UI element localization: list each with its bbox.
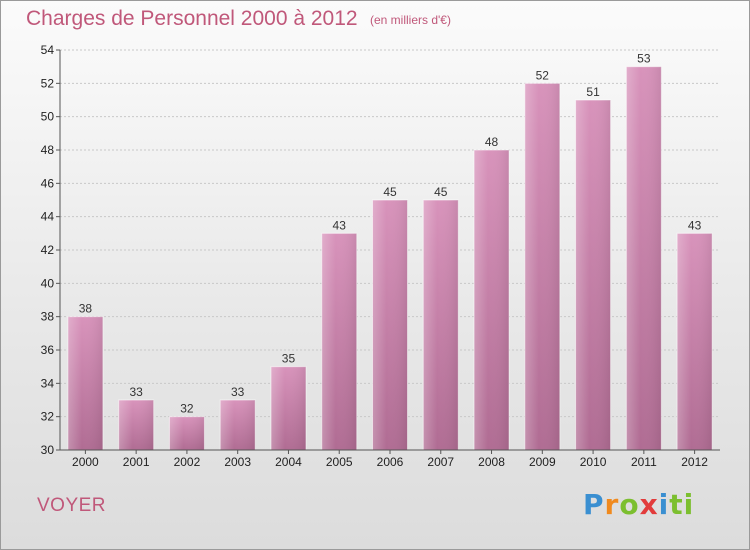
x-tick-label: 2004 <box>275 455 302 469</box>
data-label: 48 <box>485 135 499 149</box>
logo-letter: t <box>669 488 684 521</box>
logo-letter: o <box>619 488 640 521</box>
logo-letter: i <box>658 488 670 521</box>
bar-shade <box>626 66 662 451</box>
y-tick-label: 48 <box>41 143 55 157</box>
bar-shade <box>524 83 560 450</box>
bar-shade <box>118 400 154 450</box>
bar-shade <box>677 233 713 450</box>
logo-letter: r <box>604 488 620 521</box>
bar-shade <box>270 366 306 450</box>
data-label: 51 <box>586 85 600 99</box>
y-tick-label: 38 <box>41 310 55 324</box>
proxiti-logo: Proxiti <box>583 488 694 521</box>
x-tick-label: 2011 <box>631 455 657 469</box>
data-label: 33 <box>231 385 245 399</box>
chart-title: Charges de Personnel 2000 à 2012 <box>26 7 358 30</box>
y-tick-label: 36 <box>41 343 55 357</box>
y-tick-label: 44 <box>41 210 55 224</box>
bar-shade <box>575 100 611 450</box>
x-tick-label: 2001 <box>123 455 150 469</box>
bar-shade <box>474 150 510 450</box>
x-tick-label: 2009 <box>529 455 556 469</box>
x-tick-label: 2003 <box>224 455 251 469</box>
chart-subtitle: (en milliers d'€) <box>370 13 451 27</box>
data-label: 53 <box>637 52 651 66</box>
x-tick-label: 2005 <box>326 455 353 469</box>
logo-letter: P <box>583 488 605 521</box>
bars <box>67 66 713 451</box>
x-tick-label: 2008 <box>478 455 505 469</box>
x-tick-label: 2010 <box>580 455 607 469</box>
bar-shade <box>67 316 103 450</box>
y-tick-label: 32 <box>41 410 55 424</box>
y-tick-label: 30 <box>41 443 55 457</box>
x-tick-label: 2012 <box>681 455 708 469</box>
y-tick-label: 42 <box>41 243 55 257</box>
y-tick-label: 46 <box>41 176 55 190</box>
bar-shade <box>321 233 357 450</box>
data-label: 45 <box>383 185 397 199</box>
data-label: 33 <box>129 385 143 399</box>
commune-name: VOYER <box>37 495 107 516</box>
bar-shade <box>372 200 408 450</box>
data-label: 45 <box>434 185 448 199</box>
x-tick-label: 2000 <box>72 455 99 469</box>
grid-lines <box>60 49 720 451</box>
x-tick-label: 2007 <box>427 455 454 469</box>
bar-shade <box>423 200 459 450</box>
y-tick-label: 40 <box>41 276 55 290</box>
x-tick-label: 2002 <box>174 455 201 469</box>
y-tick-label: 54 <box>41 43 55 57</box>
bar-shade <box>220 400 256 450</box>
data-label: 38 <box>79 302 93 316</box>
labels: 30 32 34 36 38 40 42 44 46 48 50 52 54 38 2000 33 2001 32… <box>41 43 709 469</box>
logo-letter: x <box>639 488 659 521</box>
data-label: 32 <box>180 402 194 416</box>
y-tick-label: 34 <box>41 376 55 390</box>
data-label: 43 <box>688 218 702 232</box>
bar-shade <box>169 416 205 450</box>
x-tick-label: 2006 <box>377 455 404 469</box>
y-tick-label: 52 <box>41 76 55 90</box>
axes <box>56 49 720 454</box>
logo-letter: i <box>683 488 695 521</box>
data-label: 43 <box>333 218 347 232</box>
data-label: 35 <box>282 352 296 366</box>
y-tick-label: 50 <box>41 110 55 124</box>
data-label: 52 <box>536 68 550 82</box>
